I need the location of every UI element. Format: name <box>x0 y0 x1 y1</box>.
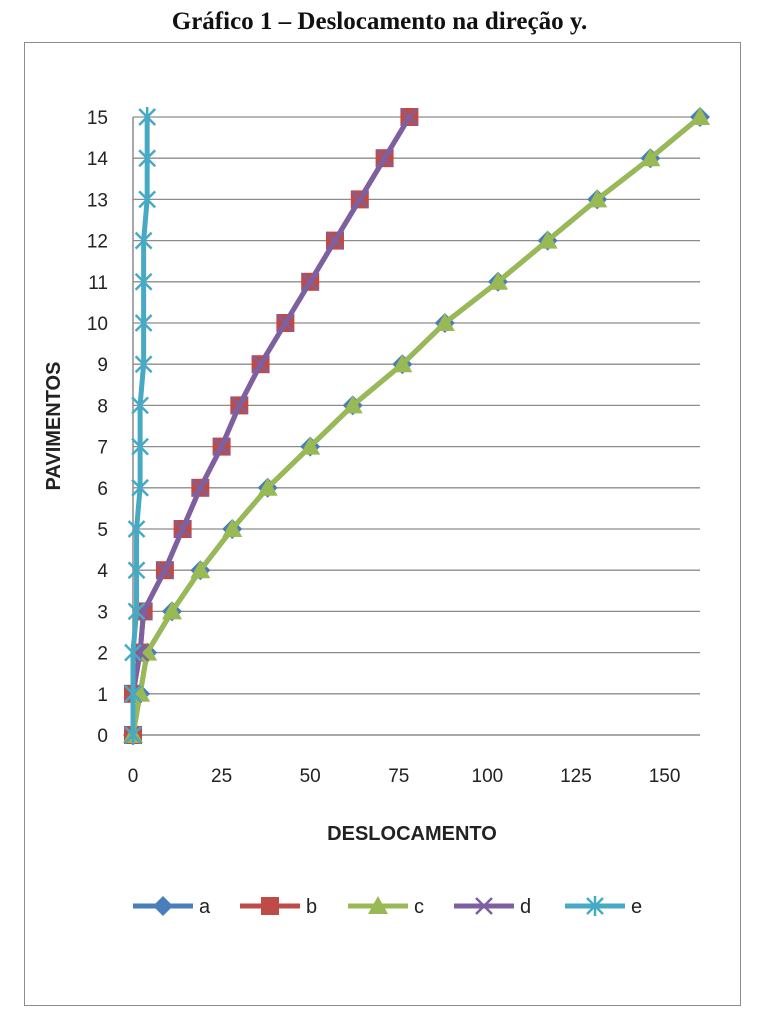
series-line-e <box>130 114 150 738</box>
y-tick-label: 0 <box>97 726 108 747</box>
data-point-e <box>131 477 149 498</box>
x-tick-label: 75 <box>388 766 409 787</box>
y-tick-label: 12 <box>87 232 108 253</box>
legend-marker <box>475 897 493 915</box>
y-tick-label: 13 <box>87 190 108 211</box>
x-tick-label: 150 <box>649 766 681 787</box>
y-tick-label: 1 <box>97 685 108 706</box>
data-point-d <box>375 149 394 168</box>
data-point-e <box>124 642 142 663</box>
y-tick-label: 10 <box>87 314 108 335</box>
data-point-d <box>301 272 320 291</box>
data-point-e <box>134 230 153 251</box>
data-point-e <box>124 683 142 704</box>
data-point-c <box>300 436 321 455</box>
data-point-e <box>134 271 153 292</box>
data-point-d <box>212 437 231 456</box>
data-point-e <box>127 601 146 622</box>
data-point-d <box>230 396 249 415</box>
y-tick-label: 6 <box>97 479 108 500</box>
x-axis-title: DESLOCAMENTO <box>327 823 497 845</box>
legend-item-d: d <box>454 896 531 918</box>
y-tick-label: 8 <box>97 396 108 417</box>
legend-marker <box>153 896 173 916</box>
y-tick-label: 11 <box>88 273 108 294</box>
series-line-d <box>130 114 412 738</box>
data-point-c <box>392 354 413 373</box>
x-tick-label: 100 <box>472 766 504 787</box>
x-tick-label: 0 <box>128 766 139 787</box>
y-tick-label: 15 <box>87 108 108 129</box>
data-point-e <box>134 354 153 375</box>
legend-label: b <box>306 896 317 918</box>
legend-label: e <box>631 896 642 918</box>
y-axis-title: PAVIMENTOS <box>43 362 65 491</box>
y-tick-label: 2 <box>97 644 108 665</box>
series <box>123 107 710 745</box>
legend-label: d <box>520 896 531 918</box>
x-tick-label: 50 <box>300 766 321 787</box>
legend-item-a: a <box>133 896 211 918</box>
series-line-b <box>130 114 412 738</box>
legend-label: c <box>414 896 424 918</box>
data-point-c <box>190 560 211 579</box>
data-point-e <box>138 189 157 210</box>
legend-label: a <box>199 896 211 918</box>
legend-marker <box>586 896 604 916</box>
data-point-e <box>138 148 157 169</box>
data-point-d <box>156 561 174 580</box>
data-point-d <box>326 231 344 250</box>
data-point-e <box>138 107 157 127</box>
data-point-d <box>400 108 419 126</box>
x-tick-label: 25 <box>211 766 232 787</box>
y-tick-label: 4 <box>97 561 108 582</box>
y-tick-label: 5 <box>97 520 108 541</box>
axes <box>132 117 700 736</box>
data-point-c <box>434 313 455 331</box>
data-point-d <box>276 314 295 332</box>
data-point-e <box>131 436 149 457</box>
data-point-c <box>537 230 558 249</box>
data-point-c <box>161 601 182 620</box>
data-point-d <box>173 520 192 538</box>
data-point-d <box>251 355 270 374</box>
legend-item-c: c <box>348 896 424 918</box>
data-point-d <box>191 478 210 497</box>
gridlines <box>133 116 700 695</box>
x-tick-labels: 0 25 50 75 100 125 150 <box>128 766 681 787</box>
data-point-c <box>690 107 710 125</box>
data-point-c <box>257 477 278 496</box>
chart-area <box>24 42 741 1006</box>
legend-marker <box>368 896 388 914</box>
data-point-e <box>127 519 146 539</box>
data-point-e <box>124 725 142 745</box>
data-point-e <box>134 313 153 333</box>
chart-caption: Gráfico 1 – Deslocamento na direção y. <box>171 8 588 35</box>
data-point-c <box>222 519 243 537</box>
data-point-c <box>488 271 509 290</box>
y-tick-label: 14 <box>87 149 109 170</box>
x-tick-label: 125 <box>560 766 592 787</box>
y-tick-label: 7 <box>97 438 108 459</box>
data-point-c <box>587 189 608 208</box>
series-line-a <box>130 114 703 738</box>
data-point-c <box>342 395 363 414</box>
legend-marker <box>261 897 279 915</box>
data-point-e <box>127 560 146 581</box>
legend-item-b: b <box>240 896 317 918</box>
series-line-c <box>130 114 703 738</box>
y-tick-label: 3 <box>97 602 108 623</box>
data-point-c <box>640 148 661 167</box>
data-point-d <box>350 190 369 209</box>
legend-item-e: e <box>565 896 642 918</box>
y-tick-label: 9 <box>97 355 108 376</box>
legend: a b c d e <box>133 896 642 918</box>
data-point-e <box>131 395 149 416</box>
